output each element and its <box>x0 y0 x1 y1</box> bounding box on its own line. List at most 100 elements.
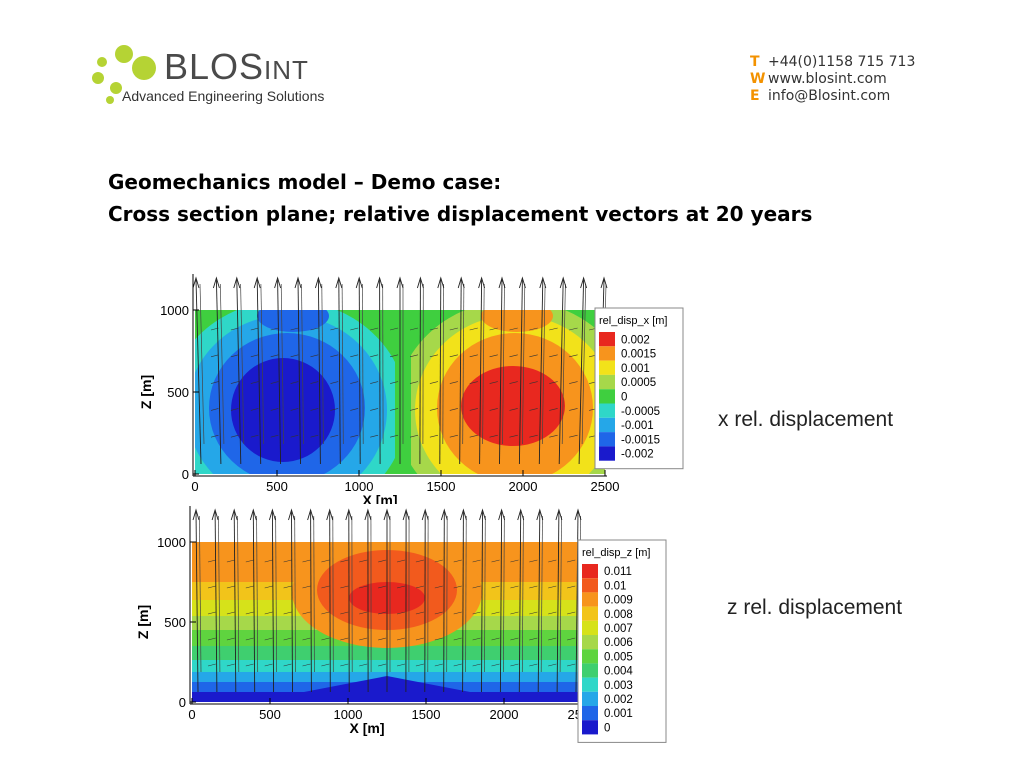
field-vector <box>449 381 458 384</box>
displacement-arrow <box>321 283 324 445</box>
arrow-head <box>253 276 261 289</box>
field-vector <box>529 381 538 384</box>
field-vector <box>396 611 406 615</box>
y-axis-label: Z [m] <box>138 375 154 409</box>
field-vector <box>207 663 216 667</box>
field-vector <box>453 559 462 563</box>
field-vector <box>370 327 379 331</box>
x-tick-label: 2500 <box>591 479 620 494</box>
field-vector <box>310 327 319 331</box>
x-tick-label: 2000 <box>509 479 538 494</box>
x-tick-label: 0 <box>191 479 198 494</box>
field-vector <box>491 611 500 615</box>
field-vector <box>270 327 279 331</box>
field-vector <box>210 354 219 358</box>
arrow-head <box>459 508 467 521</box>
displacement-arrow <box>558 279 564 465</box>
displacement-arrow <box>313 515 315 673</box>
field-vector <box>449 327 458 331</box>
field-vector <box>549 408 558 411</box>
y-tick-label: 0 <box>182 467 189 482</box>
field-vector <box>245 637 254 641</box>
field-vector <box>567 611 576 615</box>
field-vector <box>264 663 273 667</box>
contact-web-label: W <box>750 71 766 87</box>
field-vector <box>359 663 368 667</box>
field-vector <box>270 434 279 438</box>
arrow-head <box>396 276 404 289</box>
arrow-head <box>600 276 608 289</box>
field-vector <box>529 611 538 615</box>
field-vector <box>569 327 578 331</box>
field-vector <box>370 434 379 438</box>
x-legend-swatch <box>599 346 615 361</box>
displacement-arrow <box>240 283 245 445</box>
field-vector <box>207 611 216 615</box>
heading-line-2: Cross section plane; relative displaceme… <box>108 202 813 226</box>
z-legend-level-label: 0 <box>604 722 610 734</box>
displacement-arrow <box>252 511 256 693</box>
y-axis-label: Z [m] <box>135 605 151 639</box>
field-vector <box>226 559 235 563</box>
field-vector <box>210 381 219 384</box>
field-vector <box>489 434 498 438</box>
field-vector <box>270 381 279 384</box>
displacement-arrow <box>317 279 321 465</box>
field-vector <box>250 381 259 384</box>
displacement-arrow <box>291 511 293 693</box>
field-vector <box>453 663 462 667</box>
field-vector <box>330 381 339 384</box>
displacement-arrow <box>462 511 464 693</box>
field-vector <box>548 611 557 615</box>
field-vector <box>472 559 481 563</box>
x-tick-label: 1000 <box>334 707 363 722</box>
field-vector <box>529 663 538 667</box>
field-vector <box>207 637 216 641</box>
field-vector <box>378 637 387 641</box>
field-vector <box>469 354 478 358</box>
z-legend-swatch <box>582 663 598 678</box>
z-legend-swatch <box>582 606 598 621</box>
z-legend-swatch <box>582 649 598 664</box>
displacement-arrow <box>233 511 237 693</box>
displacement-arrow <box>362 283 364 445</box>
field-vector <box>264 585 273 589</box>
field-vector <box>509 327 518 331</box>
field-vector <box>207 559 216 563</box>
z-legend-level-label: 0.004 <box>604 666 633 678</box>
x-legend-swatch <box>599 417 615 433</box>
field-vector <box>283 663 292 667</box>
field-vector <box>230 434 239 438</box>
field-vector <box>302 637 311 641</box>
field-vector <box>529 637 538 641</box>
field-vector <box>283 585 292 589</box>
y-tick-label: 500 <box>164 615 186 630</box>
field-vector <box>396 585 406 589</box>
contact-web: www.blosint.com <box>768 71 887 87</box>
z-legend-level-label: 0.002 <box>604 694 633 706</box>
arrow-head <box>294 276 302 289</box>
arrow-head <box>192 508 200 521</box>
displacement-arrow <box>541 283 546 445</box>
arrow-head <box>212 276 220 289</box>
arrow-head <box>437 276 445 289</box>
z-legend-level-label: 0.005 <box>604 651 633 663</box>
field-vector <box>549 354 558 358</box>
heading-line-1: Geomechanics model – Demo case: <box>108 170 502 194</box>
displacement-arrow <box>219 283 225 445</box>
field-vector <box>378 611 387 615</box>
field-vector <box>569 408 578 411</box>
field-vector <box>270 408 279 411</box>
x-axis-label: X [m] <box>350 720 385 736</box>
field-vector <box>250 434 259 438</box>
displacement-arrow <box>439 279 442 465</box>
field-vector <box>310 434 319 438</box>
displacement-arrow <box>481 511 483 693</box>
field-vector <box>390 381 399 384</box>
displacement-arrow <box>419 279 421 465</box>
z-legend-swatch <box>582 635 598 650</box>
field-vector <box>434 611 443 615</box>
field-vector <box>429 434 439 438</box>
displacement-arrow <box>518 511 522 693</box>
field-vector <box>378 663 387 667</box>
